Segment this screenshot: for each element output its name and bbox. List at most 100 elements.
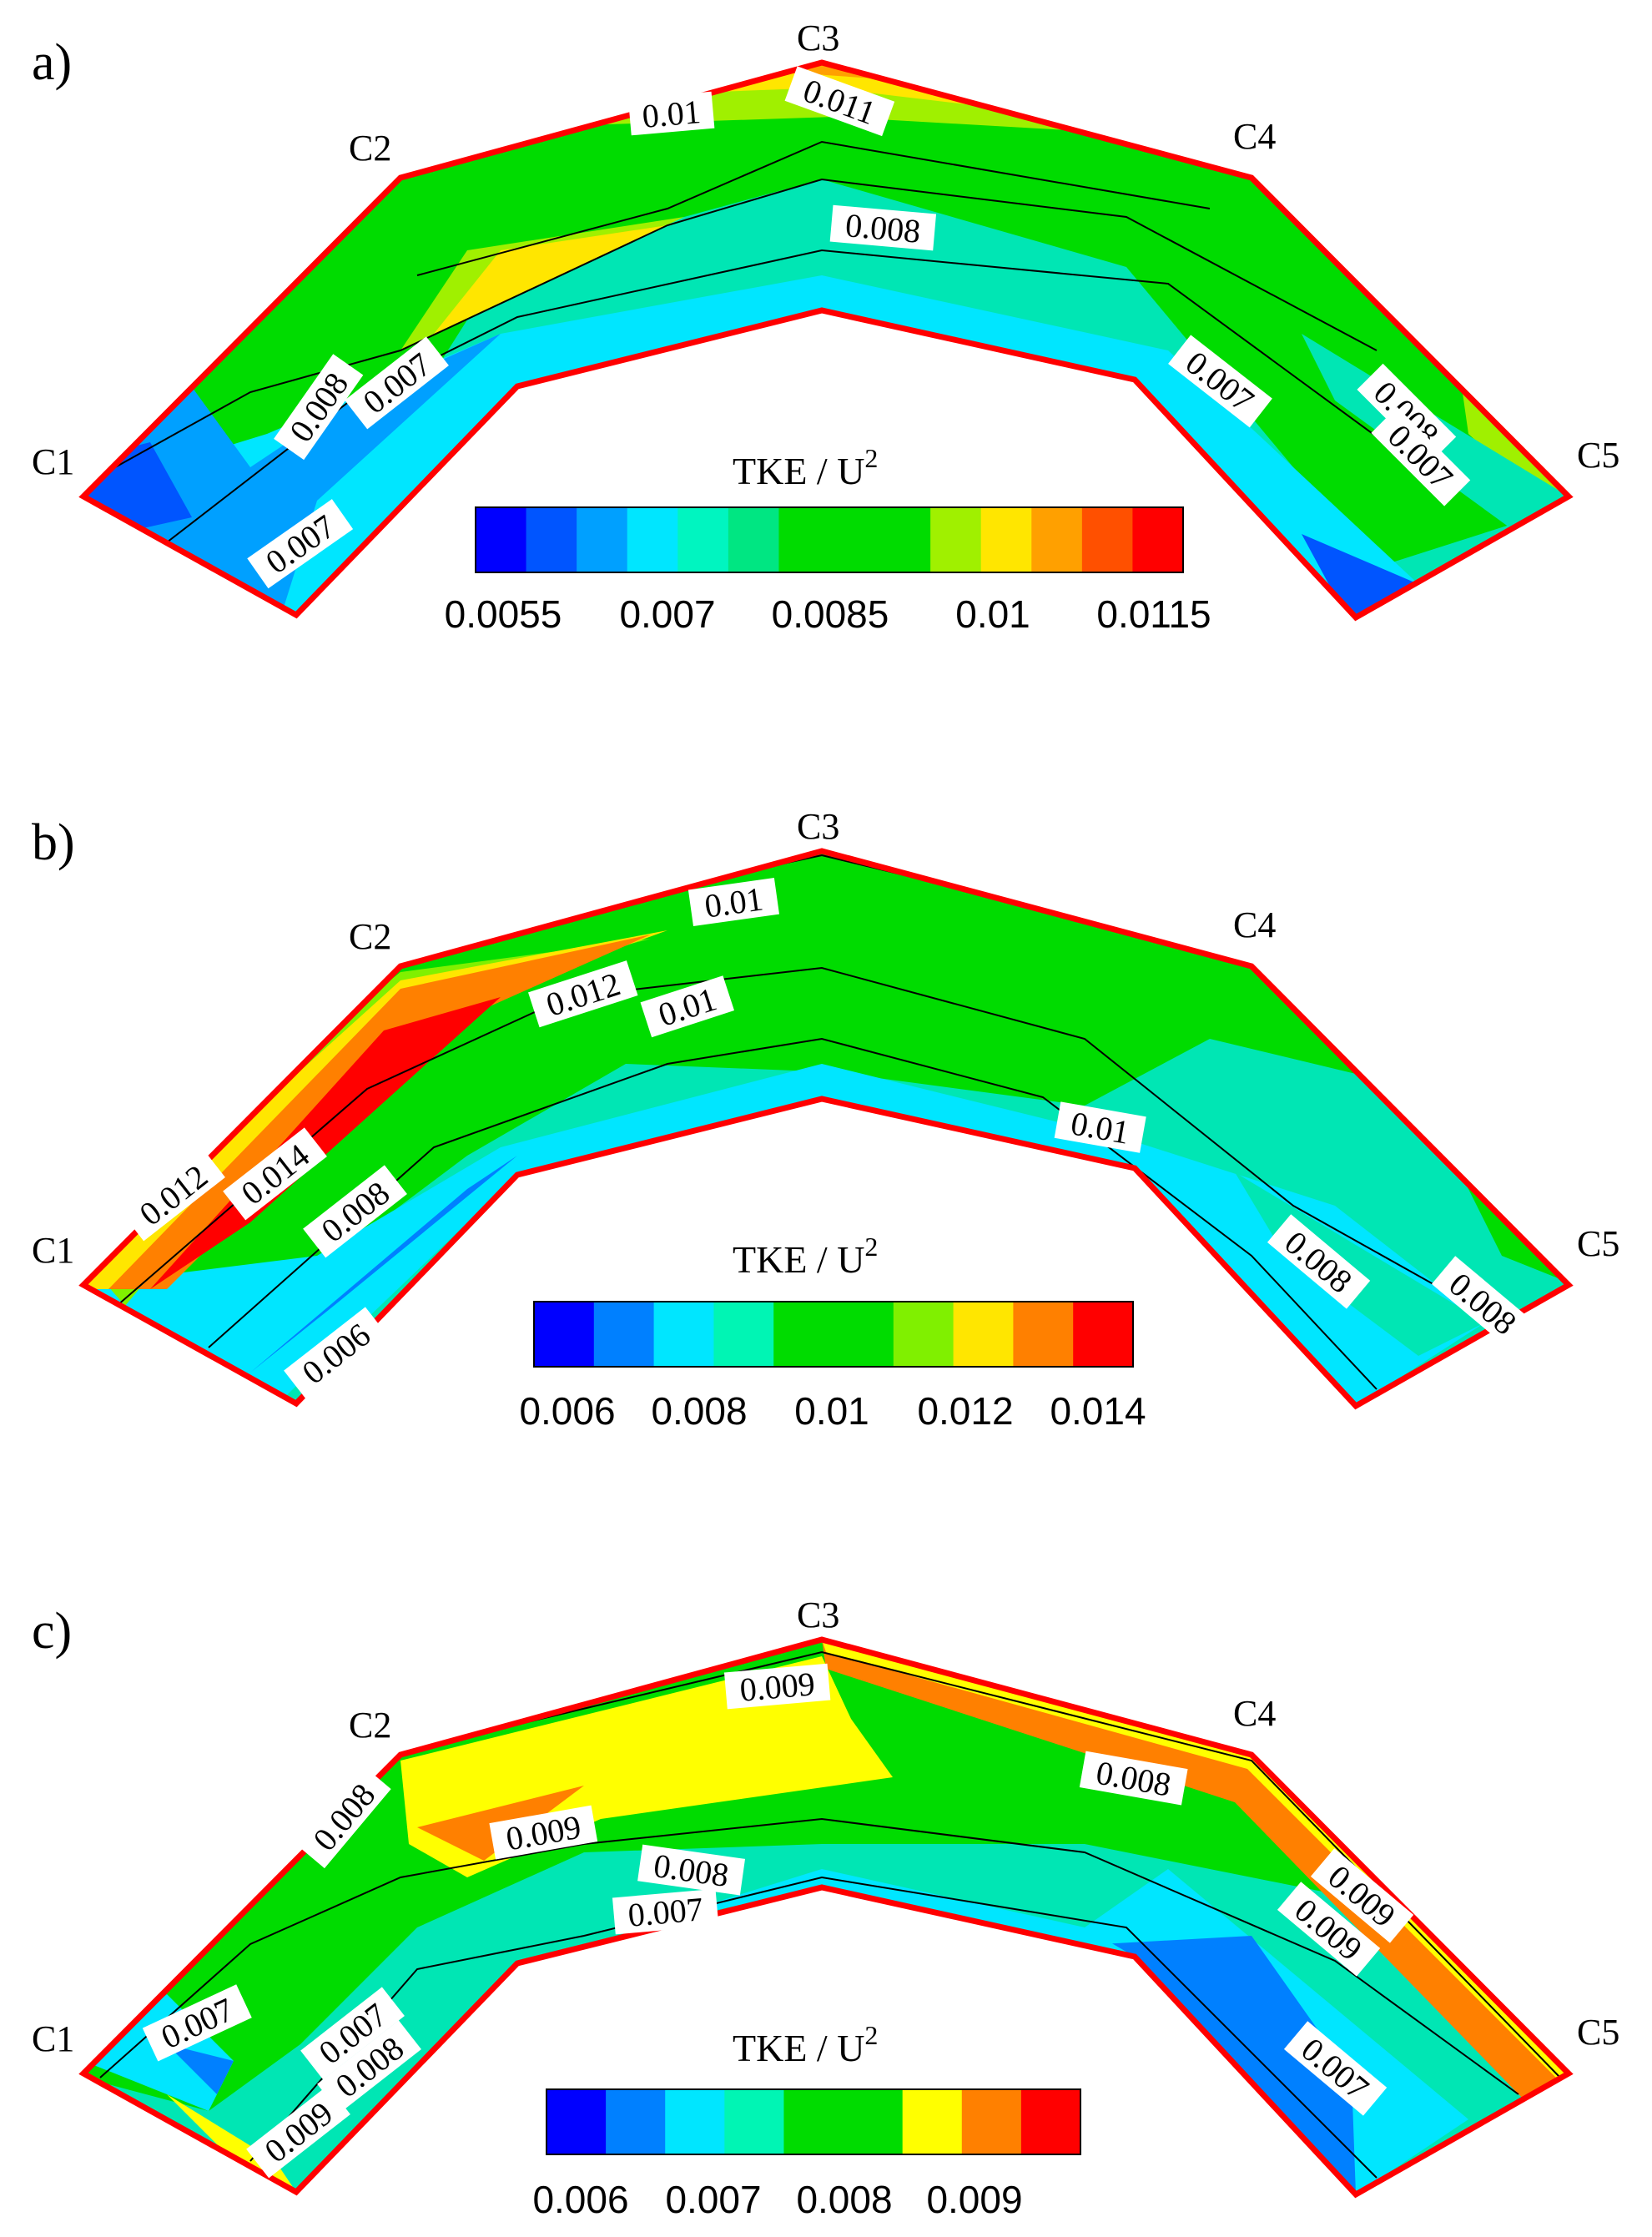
corner-label-c3: C3 xyxy=(797,1595,839,1635)
colorbar-title: TKE / U2 xyxy=(733,2020,878,2069)
colorbar-swatch xyxy=(728,507,779,572)
colorbar: TKE / U2 0.006 0.008 0.01 0.012 0.014 xyxy=(519,1232,1146,1433)
contour-label: 0.008 xyxy=(637,1844,746,1896)
colorbar-swatch xyxy=(1031,507,1083,572)
colorbar-tick-label: 0.0085 xyxy=(772,592,889,636)
colorbar-swatches xyxy=(546,2088,1081,2155)
colorbar-tick-label: 0.007 xyxy=(665,2178,761,2221)
contour-label: 0.01 xyxy=(627,91,715,136)
corner-label-c1: C1 xyxy=(32,441,74,482)
colorbar-swatch xyxy=(930,507,982,572)
domain-outline xyxy=(78,1636,1574,2199)
colorbar-swatch xyxy=(677,507,729,572)
colorbar-swatch xyxy=(1132,507,1184,572)
colorbar-tick-label: 0.0055 xyxy=(445,592,562,636)
contour-labels: 0.009 0.008 0.009 0.008 0.007 0.008 0.00… xyxy=(142,1663,1414,2179)
colorbar-swatch xyxy=(902,2089,963,2154)
colorbar-swatch xyxy=(526,507,577,572)
colorbar-tick-label: 0.008 xyxy=(796,2178,892,2221)
colorbar-tick-label: 0.006 xyxy=(532,2178,628,2221)
colorbar-swatch xyxy=(1073,1302,1134,1367)
colorbar-tick-labels: 0.0055 0.007 0.0085 0.01 0.0115 xyxy=(445,592,1211,636)
colorbar-swatch xyxy=(1013,1302,1074,1367)
corner-label-c3: C3 xyxy=(797,806,839,847)
contour-label: 0.007 xyxy=(612,1888,719,1935)
colorbar-swatch xyxy=(546,2089,607,2154)
panel-c: c) C1 C2 C3 C4 C5 0.009 xyxy=(32,1595,1619,2221)
colorbar-swatches xyxy=(475,506,1184,573)
colorbar-swatch xyxy=(713,1302,774,1367)
corner-label-c1: C1 xyxy=(32,2018,74,2059)
colorbar-swatch xyxy=(843,2089,904,2154)
corner-label-c4: C4 xyxy=(1233,1693,1276,1734)
colorbar-swatch xyxy=(953,1302,1014,1367)
colorbar: TKE / U2 0.0055 0.007 0.0085 0.01 0.0115 xyxy=(445,443,1211,636)
colorbar-tick-label: 0.012 xyxy=(917,1389,1013,1433)
corner-label-c1: C1 xyxy=(32,1230,74,1271)
contour-label: 0.009 xyxy=(723,1663,831,1710)
contour-labels: 0.01 0.012 0.01 0.012 0.014 0.008 0.006 … xyxy=(121,878,1535,1400)
domain-outline xyxy=(78,848,1574,1410)
corner-label-c5: C5 xyxy=(1577,1223,1619,1264)
colorbar-swatch xyxy=(783,2089,844,2154)
colorbar-tick-label: 0.0115 xyxy=(1096,592,1211,636)
colorbar-swatch xyxy=(665,2089,725,2154)
colorbar-swatch xyxy=(627,507,678,572)
colorbar-swatch xyxy=(653,1302,714,1367)
colorbar-swatches xyxy=(533,1301,1134,1368)
colorbar: TKE / U2 0.006 0.007 0.008 0.009 xyxy=(532,2020,1081,2221)
panel-a: a) C1 C2 C3 C4 C xyxy=(32,18,1619,636)
corner-label-c4: C4 xyxy=(1233,904,1276,945)
svg-text:0.009: 0.009 xyxy=(738,1665,817,1709)
colorbar-swatch xyxy=(534,1302,595,1367)
panel-letter: b) xyxy=(32,814,75,871)
corner-label-c2: C2 xyxy=(349,916,391,957)
colorbar-swatch xyxy=(724,2089,784,2154)
colorbar-title: TKE / U2 xyxy=(733,1232,878,1281)
corner-label-c5: C5 xyxy=(1577,435,1619,476)
svg-text:0.01: 0.01 xyxy=(641,93,703,135)
contour-label: 0.012 xyxy=(528,960,638,1028)
svg-text:0.01: 0.01 xyxy=(703,879,766,925)
colorbar-tick-labels: 0.006 0.007 0.008 0.009 xyxy=(532,2178,1022,2221)
contour-label: 0.008 xyxy=(829,204,937,251)
colorbar-swatch xyxy=(577,507,628,572)
corner-label-c3: C3 xyxy=(797,18,839,58)
corner-label-c2: C2 xyxy=(349,1705,391,1746)
panel-letter: a) xyxy=(32,34,72,91)
colorbar-swatch xyxy=(961,2089,1022,2154)
corner-label-c4: C4 xyxy=(1233,116,1276,157)
colorbar-swatch xyxy=(778,507,830,572)
colorbar-swatch xyxy=(980,507,1032,572)
colorbar-tick-label: 0.014 xyxy=(1050,1389,1146,1433)
colorbar-swatch xyxy=(879,507,931,572)
panel-b: b) C1 C2 C3 C4 C5 0.01 0.012 xyxy=(32,806,1619,1433)
colorbar-tick-label: 0.007 xyxy=(619,592,715,636)
corner-label-c5: C5 xyxy=(1577,2012,1619,2053)
colorbar-swatch xyxy=(829,507,881,572)
colorbar-tick-label: 0.006 xyxy=(519,1389,615,1433)
colorbar-swatch xyxy=(1020,2089,1081,2154)
colorbar-swatch xyxy=(476,507,527,572)
colorbar-tick-label: 0.009 xyxy=(926,2178,1022,2221)
colorbar-frame xyxy=(546,2088,1081,2155)
colorbar-tick-labels: 0.006 0.008 0.01 0.012 0.014 xyxy=(519,1389,1146,1433)
colorbar-tick-label: 0.01 xyxy=(955,592,1030,636)
svg-text:0.007: 0.007 xyxy=(627,1890,705,1934)
colorbar-frame xyxy=(475,506,1184,573)
colorbar-tick-label: 0.01 xyxy=(794,1389,869,1433)
colorbar-swatch xyxy=(834,1302,894,1367)
colorbar-frame xyxy=(533,1301,1134,1368)
colorbar-swatch xyxy=(1081,507,1133,572)
colorbar-swatch xyxy=(593,1302,655,1367)
svg-text:0.008: 0.008 xyxy=(844,206,923,250)
contour-label: 0.01 xyxy=(687,878,779,927)
panel-letter: c) xyxy=(32,1603,72,1660)
colorbar-swatch xyxy=(606,2089,666,2154)
colorbar-swatch xyxy=(893,1302,954,1367)
colorbar-title: TKE / U2 xyxy=(733,443,878,492)
corner-label-c2: C2 xyxy=(349,128,391,169)
colorbar-swatch xyxy=(773,1302,834,1367)
colorbar-tick-label: 0.008 xyxy=(651,1389,747,1433)
